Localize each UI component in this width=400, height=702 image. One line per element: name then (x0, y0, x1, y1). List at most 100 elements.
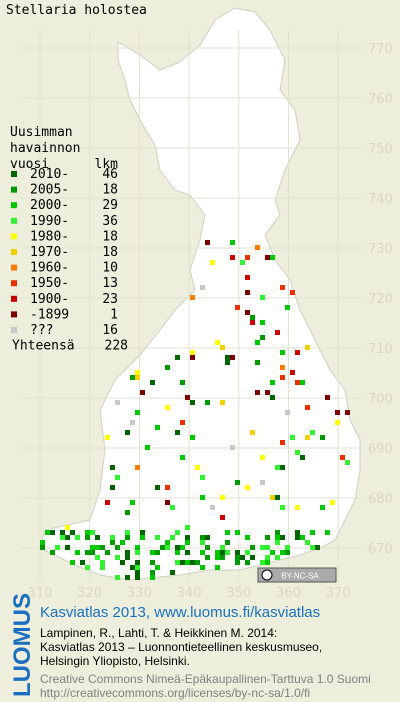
legend-swatch (11, 249, 17, 255)
legend-label: 1900- (30, 292, 69, 307)
observation-square (200, 495, 205, 500)
legend-col-header: lkm (95, 157, 119, 172)
observation-square (130, 565, 135, 570)
observation-square (220, 400, 225, 405)
observation-square (345, 460, 350, 465)
observation-square (85, 550, 90, 555)
observation-square (115, 400, 120, 405)
observation-square (265, 555, 270, 560)
observation-square (215, 555, 220, 560)
observation-square (175, 545, 180, 550)
badge-text: BY-NC-SA (281, 572, 319, 581)
observation-square (325, 395, 330, 400)
observation-square (325, 530, 330, 535)
observation-square (295, 535, 300, 540)
observation-square (280, 285, 285, 290)
observation-square (190, 355, 195, 360)
observation-square (175, 530, 180, 535)
observation-square (135, 410, 140, 415)
observation-square (110, 535, 115, 540)
observation-square (330, 500, 335, 505)
observation-square (275, 535, 280, 540)
legend-count: 18 (102, 183, 118, 198)
observation-square (245, 550, 250, 555)
observation-square (275, 555, 280, 560)
observation-square (130, 420, 135, 425)
legend-label: 2010- (30, 167, 69, 182)
observation-square (250, 545, 255, 550)
observation-square (290, 435, 295, 440)
observation-square (315, 545, 320, 550)
observation-square (270, 495, 275, 500)
observation-square (260, 545, 265, 550)
observation-square (305, 405, 310, 410)
legend-label: 1950- (30, 276, 69, 291)
observation-square (275, 540, 280, 545)
observation-square (135, 575, 140, 580)
observation-square (320, 435, 325, 440)
observation-square (335, 410, 340, 415)
observation-square (125, 535, 130, 540)
observation-square (205, 555, 210, 560)
observation-square (185, 540, 190, 545)
observation-square (250, 315, 255, 320)
observation-square (135, 375, 140, 380)
observation-square (290, 290, 295, 295)
observation-square (260, 455, 265, 460)
observation-square (175, 560, 180, 565)
observation-square (150, 550, 155, 555)
legend-label: 1990- (30, 214, 69, 229)
observation-square (135, 560, 140, 565)
observation-square (220, 345, 225, 350)
observation-square (75, 550, 80, 555)
observation-square (155, 425, 160, 430)
brand: LUOMUS (9, 593, 36, 697)
observation-square (300, 380, 305, 385)
observation-square (60, 530, 65, 535)
observation-square (45, 530, 50, 535)
observation-square (230, 240, 235, 245)
observation-square (235, 555, 240, 560)
observation-square (225, 540, 230, 545)
observation-square (220, 545, 225, 550)
legend-count: 18 (102, 245, 118, 260)
observation-square (280, 535, 285, 540)
observation-square (220, 550, 225, 555)
observation-square (245, 485, 250, 490)
observation-square (200, 535, 205, 540)
legend-heading: Uusimman (10, 125, 73, 140)
observation-square (225, 530, 230, 535)
observation-square (95, 535, 100, 540)
observation-square (185, 550, 190, 555)
observation-square (205, 400, 210, 405)
observation-square (125, 555, 130, 560)
observation-square (320, 505, 325, 510)
observation-square (185, 525, 190, 530)
observation-square (75, 535, 80, 540)
legend-label: 2005- (30, 183, 69, 198)
y-grid-label: 740 (368, 192, 393, 207)
observation-square (205, 240, 210, 245)
y-grid-label: 770 (368, 42, 393, 57)
observation-square (295, 450, 300, 455)
observation-square (280, 440, 285, 445)
observation-square (135, 565, 140, 570)
observation-square (155, 485, 160, 490)
x-grid-label: 370 (326, 586, 351, 601)
observation-square (40, 540, 45, 545)
legend-swatch (11, 171, 17, 177)
observation-square (280, 375, 285, 380)
observation-square (225, 355, 230, 360)
observation-square (215, 550, 220, 555)
observation-square (175, 550, 180, 555)
observation-square (235, 305, 240, 310)
observation-square (165, 365, 170, 370)
legend-count: 10 (102, 261, 118, 276)
observation-square (275, 530, 280, 535)
legend-count: 23 (102, 292, 118, 307)
observation-square (220, 515, 225, 520)
legend-count: 13 (102, 276, 118, 291)
x-grid-label: 350 (226, 586, 251, 601)
observation-square (340, 455, 345, 460)
observation-square (285, 305, 290, 310)
